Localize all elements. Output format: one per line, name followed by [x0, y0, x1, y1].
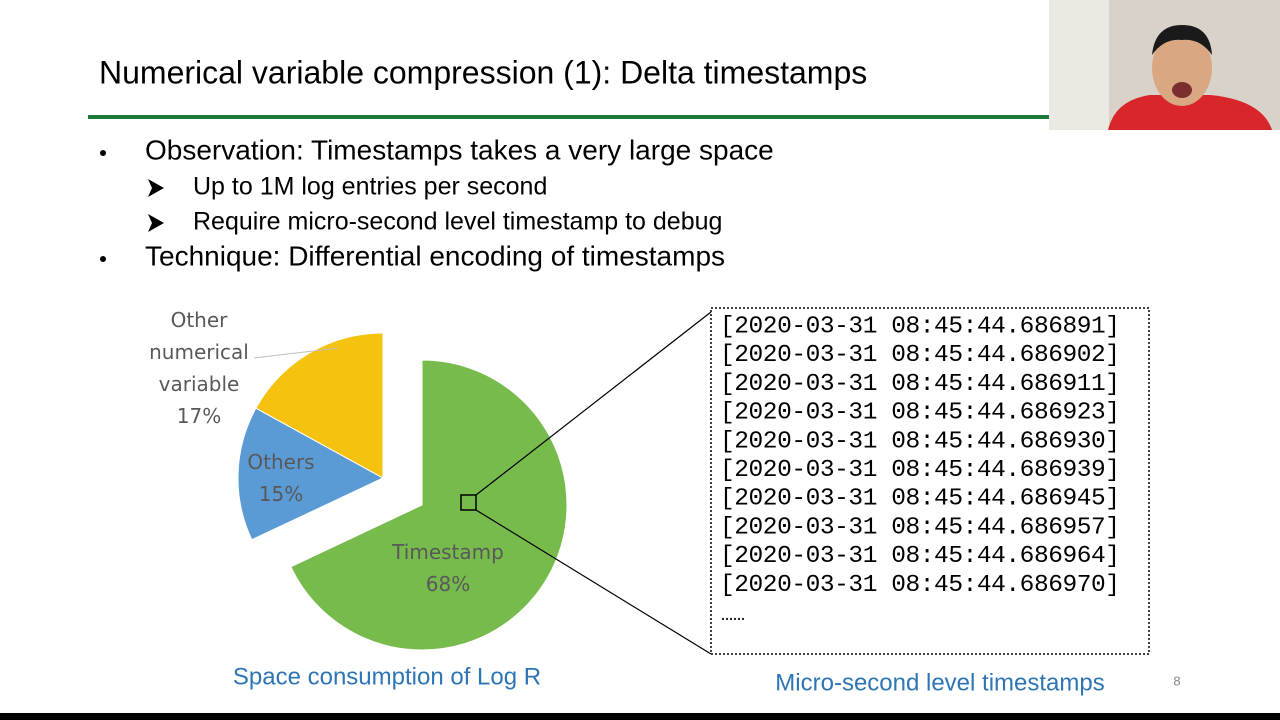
- webcam-mouth: [1172, 82, 1192, 98]
- pie-slice: [255, 332, 384, 479]
- webcam-face: [1152, 30, 1212, 106]
- pie-chart: [237, 332, 568, 651]
- zoom-line: [475, 311, 712, 496]
- pie-value: 68%: [425, 572, 471, 596]
- timestamp-line: [2020-03-31 08:45:44.686923]: [720, 400, 1120, 427]
- webcam: [1049, 0, 1280, 130]
- webcam-wall: [1049, 0, 1109, 130]
- pie-slice: [290, 359, 568, 651]
- bullet-dot: [100, 150, 106, 156]
- sub-bullet-arrow: [148, 179, 164, 197]
- zoom-line: [475, 509, 712, 655]
- sub-bullet-arrow: [148, 214, 164, 232]
- zoom-square: [460, 494, 477, 511]
- pie-label: Other numerical variable 17%: [134, 304, 264, 432]
- timestamp-line: [2020-03-31 08:45:44.686945]: [720, 486, 1120, 513]
- timestamp-line: [2020-03-31 08:45:44.686970]: [720, 572, 1120, 599]
- bullets: Observation: Timestamps takes a very lar…: [100, 134, 774, 271]
- timestamp-line: [2020-03-31 08:45:44.686911]: [720, 371, 1120, 398]
- sub-bullet-text: Up to 1M log entries per second: [193, 173, 547, 201]
- chart-title: Space consumption of Log R: [233, 663, 541, 690]
- bullet-text: Technique: Differential encoding of time…: [145, 240, 725, 271]
- title-underline: [88, 115, 1050, 119]
- pie-category: Timestamp: [392, 540, 504, 564]
- bullet-text: Observation: Timestamps takes a very lar…: [145, 134, 774, 165]
- timestamp-line: [2020-03-31 08:45:44.686939]: [720, 457, 1120, 484]
- pie-value: 15%: [258, 482, 304, 506]
- page-number: 8: [1173, 673, 1180, 688]
- pie-label: Timestamp 68%: [378, 536, 518, 600]
- pie-label: Others 15%: [231, 446, 331, 510]
- timestamp-list: [2020-03-31 08:45:44.686891][2020-03-31 …: [720, 313, 1120, 598]
- sub-bullet-text: Require micro-second level timestamp to …: [193, 208, 722, 236]
- pie-slice: [237, 407, 385, 541]
- ellipsis: ……: [721, 604, 745, 627]
- webcam-shirt: [1108, 95, 1272, 130]
- slide-title: Numerical variable compression (1): Delt…: [99, 54, 867, 90]
- timestamp-line: [2020-03-31 08:45:44.686902]: [720, 342, 1120, 369]
- leader-line: [253, 347, 339, 359]
- pie-value: 17%: [176, 404, 222, 428]
- timestamps-caption: Micro-second level timestamps: [775, 669, 1104, 696]
- webcam-hair: [1152, 25, 1212, 55]
- pie-category: Others: [247, 450, 315, 474]
- timestamp-line: [2020-03-31 08:45:44.686957]: [720, 514, 1120, 541]
- pie-category: Other numerical variable: [149, 308, 249, 396]
- timestamp-line: [2020-03-31 08:45:44.686964]: [720, 543, 1120, 570]
- bottom-bar: [0, 713, 1280, 720]
- timestamp-line: [2020-03-31 08:45:44.686891]: [720, 313, 1120, 340]
- timestamp-line: [2020-03-31 08:45:44.686930]: [720, 428, 1120, 455]
- bullet-dot: [100, 256, 106, 262]
